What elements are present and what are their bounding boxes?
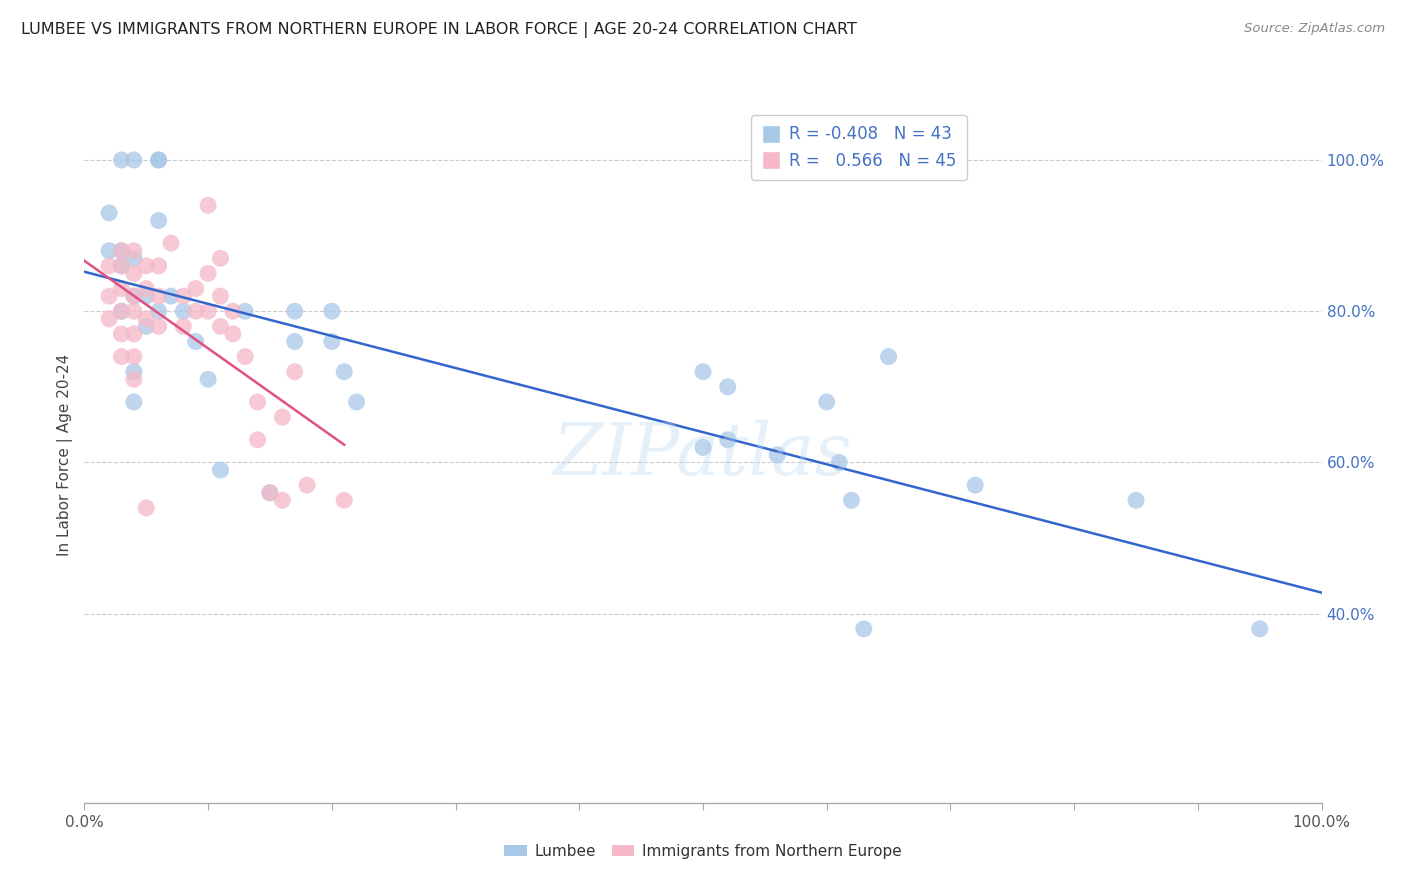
- Point: [284, 365, 307, 379]
- Point: [122, 395, 145, 409]
- Point: [333, 365, 356, 379]
- Point: [148, 213, 170, 227]
- Point: [172, 319, 194, 334]
- Point: [122, 252, 145, 266]
- Point: [122, 350, 145, 364]
- Text: ZIPatlas: ZIPatlas: [553, 419, 853, 491]
- Point: [135, 311, 157, 326]
- Point: [110, 244, 132, 258]
- Point: [295, 478, 318, 492]
- Point: [209, 463, 232, 477]
- Point: [110, 244, 132, 258]
- Point: [233, 350, 256, 364]
- Point: [98, 244, 121, 258]
- Point: [172, 304, 194, 318]
- Point: [135, 281, 157, 295]
- Point: [692, 441, 714, 455]
- Point: [184, 304, 207, 318]
- Point: [110, 304, 132, 318]
- Point: [284, 334, 307, 349]
- Point: [110, 259, 132, 273]
- Point: [233, 304, 256, 318]
- Point: [184, 281, 207, 295]
- Point: [321, 334, 343, 349]
- Point: [98, 206, 121, 220]
- Point: [259, 485, 281, 500]
- Point: [852, 622, 875, 636]
- Point: [148, 304, 170, 318]
- Point: [841, 493, 863, 508]
- Text: LUMBEE VS IMMIGRANTS FROM NORTHERN EUROPE IN LABOR FORCE | AGE 20-24 CORRELATION: LUMBEE VS IMMIGRANTS FROM NORTHERN EUROP…: [21, 22, 858, 38]
- Point: [209, 289, 232, 303]
- Point: [122, 326, 145, 341]
- Point: [160, 236, 183, 251]
- Point: [271, 410, 294, 425]
- Point: [246, 433, 269, 447]
- Point: [815, 395, 838, 409]
- Point: [148, 259, 170, 273]
- Point: [122, 304, 145, 318]
- Point: [197, 267, 219, 281]
- Point: [110, 281, 132, 295]
- Point: [122, 289, 145, 303]
- Point: [110, 326, 132, 341]
- Point: [321, 304, 343, 318]
- Point: [160, 289, 183, 303]
- Point: [1249, 622, 1271, 636]
- Point: [333, 493, 356, 508]
- Point: [98, 311, 121, 326]
- Point: [98, 259, 121, 273]
- Point: [284, 304, 307, 318]
- Point: [222, 326, 245, 341]
- Point: [692, 365, 714, 379]
- Legend: Lumbee, Immigrants from Northern Europe: Lumbee, Immigrants from Northern Europe: [498, 838, 908, 864]
- Point: [135, 319, 157, 334]
- Point: [148, 153, 170, 167]
- Point: [110, 153, 132, 167]
- Point: [148, 153, 170, 167]
- Y-axis label: In Labor Force | Age 20-24: In Labor Force | Age 20-24: [58, 354, 73, 556]
- Point: [246, 395, 269, 409]
- Point: [209, 319, 232, 334]
- Point: [122, 267, 145, 281]
- Point: [766, 448, 789, 462]
- Point: [209, 252, 232, 266]
- Point: [122, 244, 145, 258]
- Point: [197, 198, 219, 212]
- Point: [122, 372, 145, 386]
- Point: [197, 304, 219, 318]
- Point: [172, 289, 194, 303]
- Point: [259, 485, 281, 500]
- Point: [717, 380, 740, 394]
- Point: [828, 455, 851, 469]
- Point: [110, 259, 132, 273]
- Point: [110, 304, 132, 318]
- Point: [122, 153, 145, 167]
- Point: [122, 289, 145, 303]
- Point: [271, 493, 294, 508]
- Point: [184, 334, 207, 349]
- Point: [135, 259, 157, 273]
- Point: [346, 395, 368, 409]
- Point: [222, 304, 245, 318]
- Point: [98, 289, 121, 303]
- Point: [148, 319, 170, 334]
- Point: [1125, 493, 1147, 508]
- Point: [135, 500, 157, 515]
- Point: [717, 433, 740, 447]
- Point: [122, 365, 145, 379]
- Point: [148, 289, 170, 303]
- Point: [197, 372, 219, 386]
- Text: Source: ZipAtlas.com: Source: ZipAtlas.com: [1244, 22, 1385, 36]
- Point: [877, 350, 900, 364]
- Point: [965, 478, 987, 492]
- Point: [135, 289, 157, 303]
- Point: [110, 350, 132, 364]
